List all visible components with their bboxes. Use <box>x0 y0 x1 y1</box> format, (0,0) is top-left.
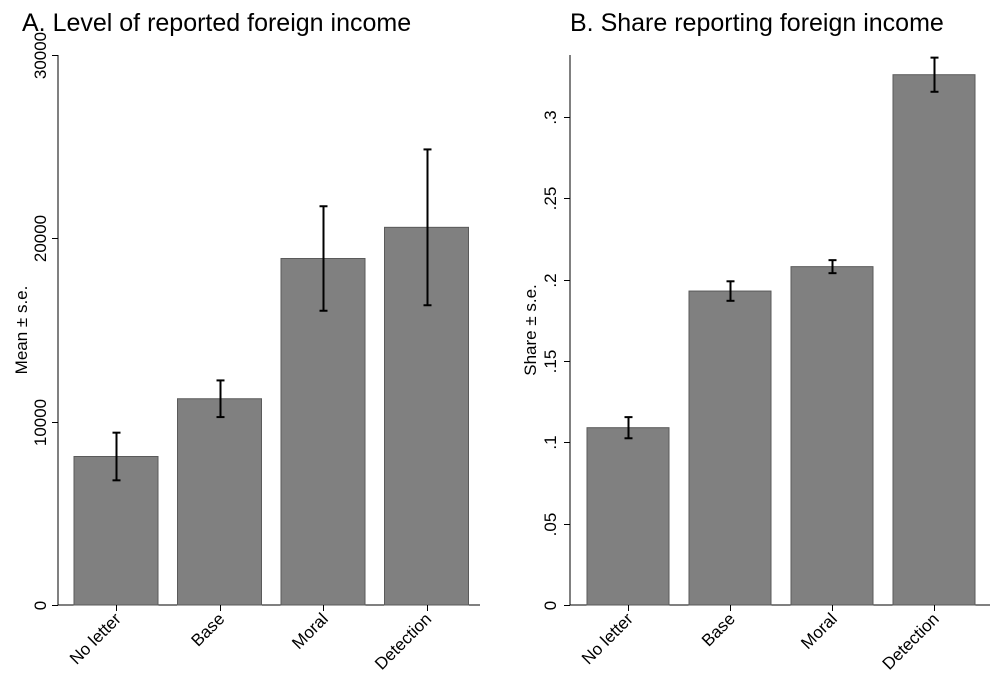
panel-b-title: B. Share reporting foreign income <box>570 9 944 37</box>
panel-b-y-tick-label: 0 <box>541 601 560 610</box>
panel-a-error-bars <box>112 148 432 482</box>
panel-a: A. Level of reported foreign income Mean… <box>12 9 480 674</box>
panel-a-bar-base <box>177 398 262 606</box>
panel-b-y-tick-label: .25 <box>541 187 560 211</box>
panel-b-error-bars <box>624 56 939 440</box>
panel-b-y-tick-label: .3 <box>541 110 560 124</box>
panel-b-y-ticks: 0 .05 .1 .15 .2 .25 .3 <box>541 110 570 610</box>
panel-b-y-axis-label: Share ± s.e. <box>521 284 540 376</box>
panel-b-bar-base <box>688 290 772 606</box>
panel-b-bar-detection <box>892 74 976 606</box>
panel-b-bar-moral <box>790 266 874 606</box>
panel-a-y-tick-label: 30000 <box>31 32 50 79</box>
panel-b-y-tick-label: .15 <box>541 350 560 374</box>
panel-a-y-tick-label: 0 <box>31 601 50 610</box>
panel-a-title: A. Level of reported foreign income <box>22 9 411 37</box>
panel-b-y-tick-label: .05 <box>541 513 560 537</box>
panel-b-bar-no-letter <box>586 427 670 606</box>
panel-a-bar-moral <box>280 258 366 606</box>
panel-a-y-tick-label: 10000 <box>31 399 50 446</box>
panel-a-y-axis-label: Mean ± s.e. <box>12 286 31 375</box>
panel-a-y-ticks: 0 10000 20000 30000 <box>31 32 58 610</box>
panel-b-bars <box>586 74 976 606</box>
panel-b-y-tick-label: .2 <box>541 273 560 287</box>
panel-a-y-tick-label: 20000 <box>31 215 50 262</box>
panel-b-y-tick-label: .1 <box>541 435 560 449</box>
